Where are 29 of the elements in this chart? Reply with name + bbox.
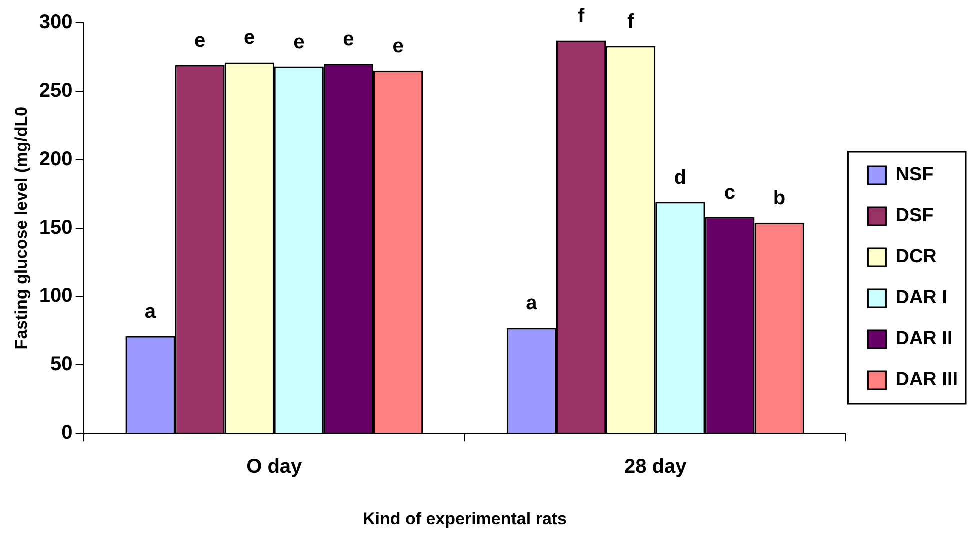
y-tick-label: 0: [62, 422, 73, 444]
x-tick-label: 28 day: [624, 456, 688, 478]
legend-label: DAR III: [896, 370, 958, 391]
data-label: e: [244, 27, 256, 50]
y-tick-label: 300: [39, 12, 73, 34]
y-tick-label: 250: [39, 80, 73, 102]
data-label: e: [343, 28, 354, 51]
data-label: a: [526, 292, 538, 315]
y-tick-label: 100: [39, 285, 73, 308]
y-tick-label: 200: [39, 148, 73, 170]
data-label: f: [578, 5, 585, 28]
legend-label: DAR I: [896, 288, 948, 309]
data-label: e: [294, 31, 305, 54]
data-label: e: [392, 35, 404, 58]
data-label: c: [724, 182, 736, 204]
legend-label: DSF: [896, 206, 934, 227]
data-label: e: [194, 30, 206, 52]
x-axis-title: Kind of experimental rats: [362, 509, 568, 528]
data-label: f: [627, 10, 634, 33]
data-label: a: [144, 300, 157, 323]
y-axis-title: Fasting glucose level (mg/dL0: [12, 106, 31, 350]
data-label: d: [674, 166, 686, 189]
y-tick-label: 150: [39, 216, 73, 239]
legend-label: DCR: [896, 246, 938, 268]
x-tick-label: O day: [246, 456, 304, 478]
data-label: b: [773, 187, 786, 210]
legend-label: DAR II: [896, 328, 953, 350]
legend-label: NSF: [896, 164, 934, 186]
y-tick-label: 50: [50, 354, 73, 376]
